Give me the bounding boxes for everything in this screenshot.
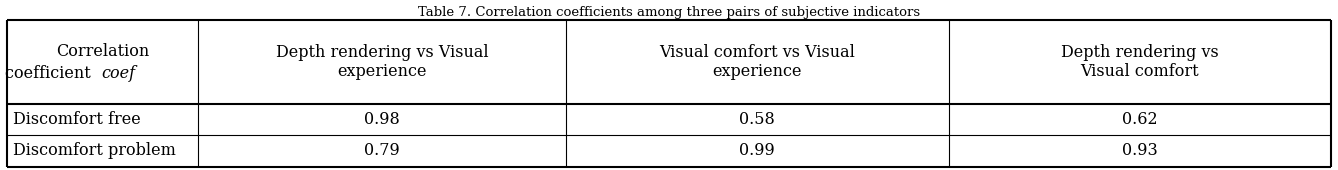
Bar bbox=[7, 20, 198, 104]
Text: 0.93: 0.93 bbox=[1123, 142, 1157, 159]
Text: 0.99: 0.99 bbox=[740, 142, 775, 159]
Text: Visual comfort vs Visual
experience: Visual comfort vs Visual experience bbox=[660, 44, 855, 80]
Bar bbox=[566, 20, 949, 104]
Bar bbox=[949, 104, 1331, 135]
Text: 0.62: 0.62 bbox=[1123, 111, 1157, 128]
Text: 0.79: 0.79 bbox=[364, 142, 400, 159]
Bar bbox=[949, 20, 1331, 104]
Bar bbox=[566, 104, 949, 135]
Text: coefficient: coefficient bbox=[5, 65, 102, 82]
Bar bbox=[7, 104, 198, 135]
Text: Depth rendering vs
Visual comfort: Depth rendering vs Visual comfort bbox=[1061, 44, 1219, 80]
Text: coef: coef bbox=[102, 65, 135, 82]
Bar bbox=[566, 135, 949, 167]
Bar bbox=[198, 135, 566, 167]
Text: coefficient  coef: coefficient coef bbox=[37, 65, 167, 82]
Text: Discomfort problem: Discomfort problem bbox=[13, 142, 177, 159]
Text: 0.58: 0.58 bbox=[740, 111, 775, 128]
Bar bbox=[949, 135, 1331, 167]
Bar bbox=[7, 135, 198, 167]
Text: Correlation: Correlation bbox=[56, 42, 149, 60]
Bar bbox=[198, 20, 566, 104]
Bar bbox=[198, 104, 566, 135]
Text: Depth rendering vs Visual
experience: Depth rendering vs Visual experience bbox=[276, 44, 488, 80]
Text: 0.98: 0.98 bbox=[364, 111, 400, 128]
Text: Table 7. Correlation coefficients among three pairs of subjective indicators: Table 7. Correlation coefficients among … bbox=[417, 6, 921, 19]
Text: Discomfort free: Discomfort free bbox=[13, 111, 140, 128]
